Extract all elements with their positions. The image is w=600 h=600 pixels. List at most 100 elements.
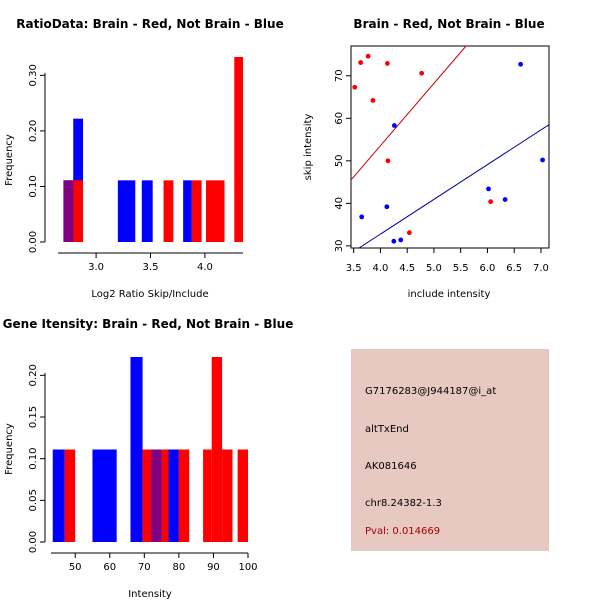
y-tick-label: 0.15 [28, 406, 39, 428]
x-tick-label: 60 [103, 562, 116, 573]
y-tick-label: 40 [334, 197, 345, 210]
y-tick-label: 0.10 [28, 175, 39, 197]
brain-bar-4 [234, 57, 243, 242]
scatter-y-label: skip intensity [303, 114, 314, 181]
y-tick-label: 50 [334, 154, 345, 167]
scatter-marks [350, 45, 550, 249]
intensity-histogram-bars [52, 357, 248, 542]
brain-point-5 [385, 158, 391, 164]
x-tick-label: 50 [69, 562, 82, 573]
not-brain-point-5 [486, 186, 491, 192]
intensity-histogram-panel: Gene Itensity: Brain - Red, Not Brain - … [3, 317, 294, 600]
y-tick-label: 0.10 [28, 448, 39, 470]
y-tick-label: 30 [334, 240, 345, 253]
x-tick-label: 6.0 [480, 263, 496, 274]
not-brain-bar-4 [183, 180, 192, 242]
scatter-title: Brain - Red, Not Brain - Blue [353, 17, 544, 31]
brain-bar-4 [203, 449, 212, 542]
ratio-histogram-title: RatioData: Brain - Red, Not Brain - Blue [16, 17, 283, 31]
not-brain-point-4 [398, 237, 404, 243]
y-tick-label: 0.30 [28, 64, 39, 86]
brain-fit-line [350, 45, 467, 181]
not-brain-bar-0 [52, 449, 65, 542]
x-tick-label: 90 [207, 562, 220, 573]
probe-info-panel: G7176283@J944187@i_at altTxEnd AK081646 … [351, 349, 549, 551]
not-brain-point-7 [518, 61, 524, 67]
x-tick-label: 4.5 [399, 263, 415, 274]
x-tick-label: 4.0 [197, 262, 213, 273]
x-tick-label: 3.5 [346, 263, 362, 274]
brain-bar-0 [64, 449, 76, 542]
y-tick-label: 0.20 [28, 120, 39, 142]
x-tick-label: 4.0 [372, 263, 388, 274]
not-brain-bar-3 [141, 180, 153, 242]
event-type: altTxEnd [365, 424, 409, 435]
intensity-y-label: Frequency [4, 423, 15, 475]
brain-bar-2 [161, 449, 169, 542]
brain-bar-1 [163, 180, 174, 242]
x-tick-label: 80 [173, 562, 186, 573]
brain-bar-2 [191, 180, 202, 242]
scatter-y-ticks: 30 40 50 60 70 [334, 69, 351, 252]
brain-point-0 [352, 84, 358, 90]
x-tick-label: 6.5 [506, 263, 522, 274]
brain-point-2 [365, 53, 371, 59]
x-tick-label: 5.5 [453, 263, 469, 274]
y-tick-label: 70 [334, 69, 345, 82]
y-tick-label: 0.00 [28, 231, 39, 253]
probe-id: G7176283@J944187@i_at [365, 386, 497, 397]
brain-bar-0 [73, 180, 84, 242]
not-brain-bar-2 [130, 357, 143, 542]
x-tick-label: 7.0 [533, 263, 549, 274]
brain-point-8 [488, 199, 494, 205]
brain-bar-5 [211, 357, 223, 542]
intensity-y-ticks: 0.00 0.05 0.10 0.15 0.20 [28, 364, 45, 553]
ratio-x-label: Log2 Ratio Skip/Include [91, 289, 208, 300]
not-brain-point-6 [502, 197, 508, 202]
not-brain-fit-line [358, 124, 550, 249]
accession: AK081646 [365, 461, 417, 472]
not-brain-bar-4 [168, 449, 179, 542]
not-brain-bar-2 [117, 180, 136, 242]
not-brain-point-8 [540, 157, 545, 163]
ratio-y-ticks: 0.00 0.10 0.20 0.30 [28, 64, 45, 253]
intensity-x-ticks: 50 60 70 80 90 100 [69, 553, 258, 573]
brain-point-6 [406, 230, 412, 236]
x-tick-label: 3.5 [143, 262, 159, 273]
brain-bar-3 [206, 180, 225, 242]
brain-bar-1 [142, 449, 152, 542]
not-brain-point-3 [391, 238, 397, 244]
brain-point-4 [384, 61, 390, 66]
y-tick-label: 0.00 [28, 531, 39, 553]
not-brain-point-1 [384, 204, 390, 210]
ratio-x-ticks: 3.0 3.5 4.0 [88, 253, 213, 273]
brain-bar-6 [222, 449, 233, 542]
intensity-histogram-title: Gene Itensity: Brain - Red, Not Brain - … [3, 317, 294, 331]
y-tick-label: 0.20 [28, 364, 39, 386]
brain-bar-3 [178, 449, 190, 542]
scatter-x-ticks: 3.5 4.0 4.5 5.0 5.5 6.0 6.5 7.0 [346, 248, 549, 274]
x-tick-label: 5.0 [426, 263, 442, 274]
not-brain-bar-1 [92, 449, 117, 542]
genomic-location: chr8.24382-1.3 [365, 498, 442, 509]
brain-point-7 [419, 70, 425, 76]
brain-point-1 [358, 60, 364, 65]
scatter-plot-box [350, 45, 550, 249]
intensity-x-label: Intensity [128, 589, 172, 600]
ratio-histogram-bars [63, 57, 243, 242]
brain-point-3 [370, 98, 376, 103]
x-tick-label: 100 [238, 562, 257, 573]
y-tick-label: 60 [334, 112, 345, 125]
scatter-x-label: include intensity [408, 289, 491, 300]
x-tick-label: 3.0 [88, 262, 104, 273]
y-tick-label: 0.05 [28, 489, 39, 511]
ratio-histogram-panel: RatioData: Brain - Red, Not Brain - Blue… [4, 17, 284, 300]
brain-bar-7 [237, 449, 248, 542]
p-value: Pval: 0.014669 [365, 526, 441, 537]
overlap-bar-0 [151, 449, 162, 542]
not-brain-point-0 [359, 214, 365, 220]
scatter-panel: Brain - Red, Not Brain - Blue 3.5 4.0 4.5 5… [303, 17, 550, 300]
overlap-bar-0 [63, 180, 74, 242]
not-brain-point-2 [391, 123, 397, 128]
